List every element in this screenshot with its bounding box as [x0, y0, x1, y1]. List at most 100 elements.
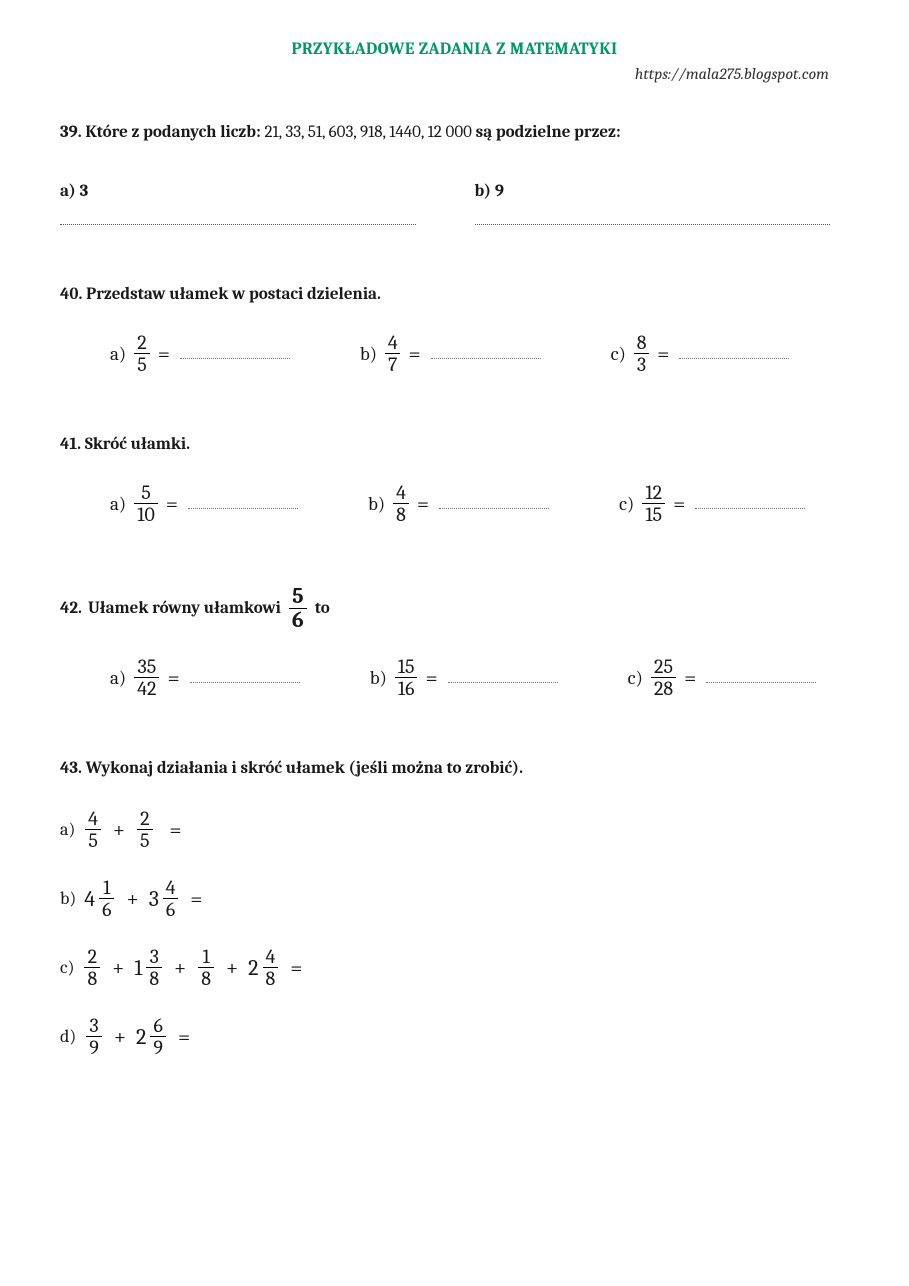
task-text: Skróć ułamki. — [85, 435, 190, 454]
task-42-b: b) 1516 = — [370, 656, 558, 699]
task-num: 42. — [60, 599, 82, 618]
task-bold2: są podzielne przez: — [476, 123, 621, 142]
let: c) — [611, 343, 626, 365]
task-numbers: 21, 33, 51, 603, 918, 1440, 12 000 — [261, 123, 476, 142]
task-43: 43. Wykonaj działania i skróć ułamek (je… — [60, 759, 849, 1058]
equals: = — [417, 491, 429, 517]
let: b) — [368, 493, 385, 515]
task-43-title: 43. Wykonaj działania i skróć ułamek (je… — [60, 759, 849, 778]
mixed-number: 4 16 — [84, 877, 116, 920]
equals: = — [190, 886, 202, 912]
equals: = — [167, 665, 179, 691]
let: d) — [60, 1026, 76, 1047]
equals: = — [408, 341, 420, 367]
plus-icon: + — [226, 955, 238, 981]
fraction: 25 — [137, 808, 153, 851]
fraction: 48 — [263, 946, 279, 989]
fraction: 47 — [385, 332, 400, 375]
plus-icon: + — [114, 1024, 126, 1050]
task-41-a: a) 510 = — [110, 482, 298, 525]
mixed-number: 1 38 — [134, 946, 164, 989]
fraction: 38 — [146, 946, 162, 989]
plus-icon: + — [112, 955, 124, 981]
mixed-number: 2 69 — [136, 1015, 168, 1058]
task-41: 41. Skróć ułamki. a) 510 = b) 48 = c) 12… — [60, 435, 849, 525]
task-39-col-a: a) 3 — [60, 182, 435, 225]
equals: = — [425, 665, 437, 691]
blank — [180, 349, 290, 359]
fraction: 1516 — [395, 656, 418, 699]
task-num: 39. — [60, 123, 82, 142]
title-fraction: 56 — [289, 585, 307, 632]
equals: = — [290, 955, 302, 981]
fraction: 28 — [84, 946, 100, 989]
task-bold1: Które z podanych liczb: — [85, 123, 260, 142]
let: b) — [370, 667, 387, 689]
equals: = — [673, 491, 685, 517]
task-num: 41. — [60, 435, 81, 454]
equals: = — [166, 491, 178, 517]
task-num: 40. — [60, 285, 82, 304]
task-text: Przedstaw ułamek w postaci dzielenia. — [86, 285, 381, 304]
fraction: 18 — [198, 946, 214, 989]
mixed-number: 2 48 — [248, 946, 280, 989]
let: c) — [628, 667, 643, 689]
task-39: 39. Które z podanych liczb: 21, 33, 51, … — [60, 123, 849, 225]
task-41-title: 41. Skróć ułamki. — [60, 435, 849, 454]
mixed-number: 3 46 — [149, 877, 181, 920]
task-40-a: a) 25 = — [110, 332, 290, 375]
fraction: 510 — [134, 482, 158, 525]
task-39-col-b: b) 9 — [475, 182, 850, 225]
equals: = — [158, 341, 170, 367]
plus-icon: + — [113, 817, 125, 843]
equals: = — [165, 817, 182, 843]
blank — [679, 349, 789, 359]
let: c) — [619, 493, 634, 515]
task-43-d: d) 39 + 2 69 = — [60, 1015, 849, 1058]
task-43-a: a) 45 + 25 = — [60, 808, 849, 851]
blank — [448, 673, 558, 683]
let: b) — [360, 343, 377, 365]
task-42-row: a) 3542 = b) 1516 = c) 2528 = — [60, 656, 849, 699]
source-url: https://mala275.blogspot.com — [60, 65, 849, 83]
label-a: a) 3 — [60, 182, 435, 201]
page-title: PRZYKŁADOWE ZADANIA Z MATEMATYKI — [60, 40, 849, 59]
answer-line-a — [60, 211, 416, 225]
fraction: 69 — [150, 1015, 166, 1058]
plus-icon: + — [126, 886, 138, 912]
equals: = — [178, 1024, 190, 1050]
fraction: 46 — [163, 877, 178, 920]
blank — [188, 499, 298, 509]
fraction: 45 — [85, 808, 101, 851]
task-40-c: c) 83 = — [611, 332, 790, 375]
label-b: b) 9 — [475, 182, 850, 201]
let: a) — [110, 667, 126, 689]
task-43-ops: a) 45 + 25 = b) 4 16 + 3 46 = c) 28 + 1 — [60, 808, 849, 1058]
plus-icon: + — [174, 955, 186, 981]
task-39-title: 39. Które z podanych liczb: 21, 33, 51, … — [60, 123, 849, 142]
fraction: 39 — [86, 1015, 102, 1058]
let: c) — [60, 957, 74, 978]
fraction: 3542 — [134, 656, 159, 699]
task-40-row: a) 25 = b) 47 = c) 83 = — [60, 332, 849, 375]
blank — [431, 349, 541, 359]
fraction: 83 — [634, 332, 649, 375]
fraction: 25 — [134, 332, 150, 375]
equals: = — [657, 341, 669, 367]
fraction: 48 — [393, 482, 409, 525]
task-41-b: b) 48 = — [368, 482, 549, 525]
task-42-c: c) 2528 = — [628, 656, 817, 699]
task-post: to — [315, 599, 330, 618]
task-pre: Ułamek równy ułamkowi — [88, 599, 281, 618]
fraction: 2528 — [651, 656, 676, 699]
let: a) — [60, 819, 75, 840]
let: b) — [60, 888, 76, 909]
task-41-row: a) 510 = b) 48 = c) 1215 = — [60, 482, 849, 525]
fraction: 1215 — [642, 482, 665, 525]
blank — [439, 499, 549, 509]
task-text: Wykonaj działania i skróć ułamek (jeśli … — [86, 759, 523, 778]
task-40-title: 40. Przedstaw ułamek w postaci dzielenia… — [60, 285, 849, 304]
let: a) — [110, 343, 126, 365]
task-43-b: b) 4 16 + 3 46 = — [60, 877, 849, 920]
blank — [695, 499, 805, 509]
